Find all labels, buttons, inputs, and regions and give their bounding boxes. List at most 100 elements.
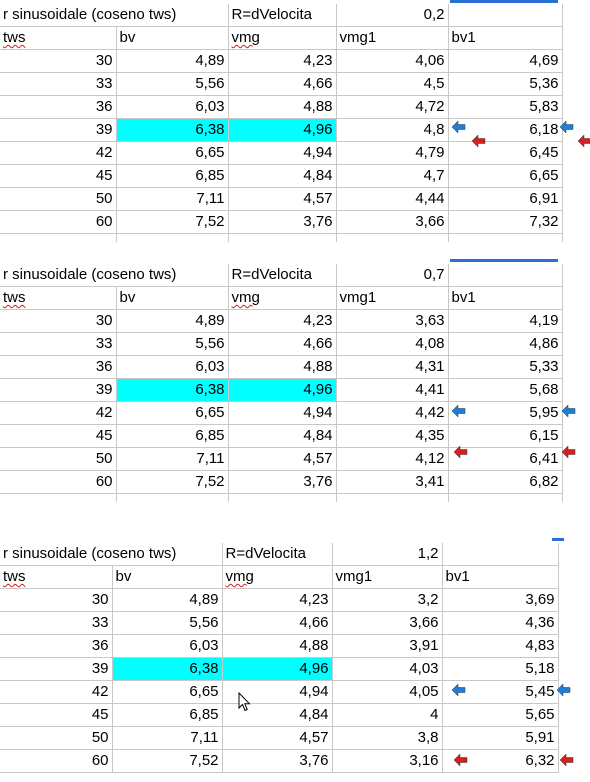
cell-tws[interactable]: 42 bbox=[0, 680, 113, 704]
cell-tws[interactable]: 36 bbox=[0, 95, 117, 119]
table-title[interactable]: r sinusoidale (coseno tws) bbox=[0, 4, 229, 27]
header-bv1[interactable]: bv1 bbox=[448, 286, 563, 310]
cell-vmg1[interactable]: 3,2 bbox=[332, 588, 443, 612]
cell-tws[interactable]: 45 bbox=[0, 164, 117, 188]
cell-bv[interactable]: 6,38 bbox=[112, 657, 223, 681]
header-bv1[interactable]: bv1 bbox=[448, 26, 563, 50]
header-vmg[interactable]: vmg bbox=[222, 565, 333, 589]
cell-bv[interactable]: 7,11 bbox=[112, 726, 223, 750]
cell-vmg[interactable]: 4,88 bbox=[228, 355, 337, 379]
cell-vmg1[interactable]: 4,08 bbox=[336, 332, 449, 356]
cell-vmg[interactable]: 3,76 bbox=[228, 210, 337, 234]
cell-vmg[interactable]: 4,23 bbox=[228, 49, 337, 73]
cell-tws[interactable]: 42 bbox=[0, 141, 117, 165]
header-vmg1[interactable]: vmg1 bbox=[336, 286, 449, 310]
cell-vmg1[interactable]: 4 bbox=[332, 703, 443, 727]
cell-tws[interactable]: 36 bbox=[0, 634, 113, 658]
cell-bv[interactable]: 6,65 bbox=[112, 680, 223, 704]
cell-bv1[interactable]: 4,19 bbox=[448, 309, 563, 333]
cell-bv[interactable]: 6,38 bbox=[116, 378, 229, 402]
cell-bv[interactable]: 6,85 bbox=[116, 164, 229, 188]
cell-vmg[interactable]: 4,57 bbox=[228, 447, 337, 471]
cell-tws[interactable]: 39 bbox=[0, 657, 113, 681]
cell-bv1[interactable]: 6,91 bbox=[448, 187, 563, 211]
cell-tws[interactable]: 33 bbox=[0, 72, 117, 96]
cell-vmg1[interactable]: 3,63 bbox=[336, 309, 449, 333]
header-bv[interactable]: bv bbox=[112, 565, 223, 589]
cell-vmg1[interactable]: 3,16 bbox=[332, 749, 443, 773]
cell-vmg[interactable]: 4,88 bbox=[222, 634, 333, 658]
cell-vmg[interactable]: 4,23 bbox=[228, 309, 337, 333]
cell-tws[interactable]: 36 bbox=[0, 355, 117, 379]
empty-cell[interactable] bbox=[448, 4, 563, 27]
cell-vmg[interactable]: 4,66 bbox=[228, 72, 337, 96]
cell-bv[interactable]: 7,52 bbox=[116, 210, 229, 234]
cell-vmg1[interactable]: 4,35 bbox=[336, 424, 449, 448]
cell-vmg1[interactable]: 3,66 bbox=[332, 611, 443, 635]
cell-vmg[interactable]: 4,94 bbox=[222, 680, 333, 704]
cell-vmg[interactable]: 4,96 bbox=[228, 118, 337, 142]
table-title[interactable]: r sinusoidale (coseno tws) bbox=[0, 264, 229, 287]
cell-bv1[interactable]: 6,65 bbox=[448, 164, 563, 188]
cell-vmg1[interactable]: 3,41 bbox=[336, 470, 449, 494]
cell-vmg1[interactable]: 3,8 bbox=[332, 726, 443, 750]
cell-bv[interactable]: 7,52 bbox=[116, 470, 229, 494]
header-bv1[interactable]: bv1 bbox=[442, 565, 559, 589]
cell-bv1[interactable]: 5,33 bbox=[448, 355, 563, 379]
cell-tws[interactable]: 39 bbox=[0, 378, 117, 402]
header-vmg1[interactable]: vmg1 bbox=[336, 26, 449, 50]
cell-bv[interactable]: 6,65 bbox=[116, 401, 229, 425]
cell-bv1[interactable]: 4,83 bbox=[442, 634, 559, 658]
cell-bv1[interactable]: 5,91 bbox=[442, 726, 559, 750]
cell-bv1[interactable]: 5,65 bbox=[442, 703, 559, 727]
cell-tws[interactable]: 60 bbox=[0, 470, 117, 494]
table-title[interactable]: r sinusoidale (coseno tws) bbox=[0, 543, 223, 566]
cell-bv[interactable]: 7,11 bbox=[116, 187, 229, 211]
cell-vmg[interactable]: 4,57 bbox=[228, 187, 337, 211]
header-tws[interactable]: tws bbox=[0, 286, 117, 310]
cell-vmg[interactable]: 4,66 bbox=[222, 611, 333, 635]
cell-bv1[interactable]: 3,69 bbox=[442, 588, 559, 612]
cell-bv[interactable]: 7,52 bbox=[112, 749, 223, 773]
header-tws[interactable]: tws bbox=[0, 26, 117, 50]
cell-vmg[interactable]: 4,84 bbox=[228, 164, 337, 188]
cell-tws[interactable]: 60 bbox=[0, 210, 117, 234]
cell-bv[interactable]: 4,89 bbox=[116, 309, 229, 333]
header-vmg[interactable]: vmg bbox=[228, 286, 337, 310]
cell-vmg1[interactable]: 4,03 bbox=[332, 657, 443, 681]
cell-vmg1[interactable]: 4,79 bbox=[336, 141, 449, 165]
cell-vmg1[interactable]: 3,91 bbox=[332, 634, 443, 658]
cell-tws[interactable]: 60 bbox=[0, 749, 113, 773]
r-label[interactable]: R=dVelocita bbox=[228, 264, 337, 287]
cell-vmg1[interactable]: 4,41 bbox=[336, 378, 449, 402]
cell-bv[interactable]: 7,11 bbox=[116, 447, 229, 471]
cell-vmg1[interactable]: 4,72 bbox=[336, 95, 449, 119]
cell-vmg[interactable]: 4,94 bbox=[228, 401, 337, 425]
cell-bv1[interactable]: 5,18 bbox=[442, 657, 559, 681]
cell-tws[interactable]: 33 bbox=[0, 332, 117, 356]
cell-bv[interactable]: 5,56 bbox=[112, 611, 223, 635]
cell-bv1[interactable]: 5,95 bbox=[448, 401, 563, 425]
cell-vmg1[interactable]: 4,06 bbox=[336, 49, 449, 73]
cell-bv1[interactable]: 5,68 bbox=[448, 378, 563, 402]
r-value[interactable]: 0,7 bbox=[336, 264, 449, 287]
header-vmg1[interactable]: vmg1 bbox=[332, 565, 443, 589]
cell-bv[interactable]: 6,65 bbox=[116, 141, 229, 165]
cell-vmg[interactable]: 4,57 bbox=[222, 726, 333, 750]
cell-tws[interactable]: 45 bbox=[0, 703, 113, 727]
empty-cell[interactable] bbox=[442, 543, 559, 566]
cell-bv[interactable]: 6,85 bbox=[112, 703, 223, 727]
cell-vmg1[interactable]: 4,42 bbox=[336, 401, 449, 425]
cell-tws[interactable]: 39 bbox=[0, 118, 117, 142]
cell-bv1[interactable]: 5,45 bbox=[442, 680, 559, 704]
cell-bv1[interactable]: 5,83 bbox=[448, 95, 563, 119]
cell-bv[interactable]: 4,89 bbox=[116, 49, 229, 73]
cell-bv1[interactable]: 6,15 bbox=[448, 424, 563, 448]
cell-bv[interactable]: 5,56 bbox=[116, 72, 229, 96]
cell-tws[interactable]: 30 bbox=[0, 49, 117, 73]
cell-vmg1[interactable]: 4,44 bbox=[336, 187, 449, 211]
cell-tws[interactable]: 50 bbox=[0, 447, 117, 471]
cell-bv1[interactable]: 6,45 bbox=[448, 141, 563, 165]
r-value[interactable]: 1,2 bbox=[332, 543, 443, 566]
cell-bv[interactable]: 6,03 bbox=[116, 95, 229, 119]
